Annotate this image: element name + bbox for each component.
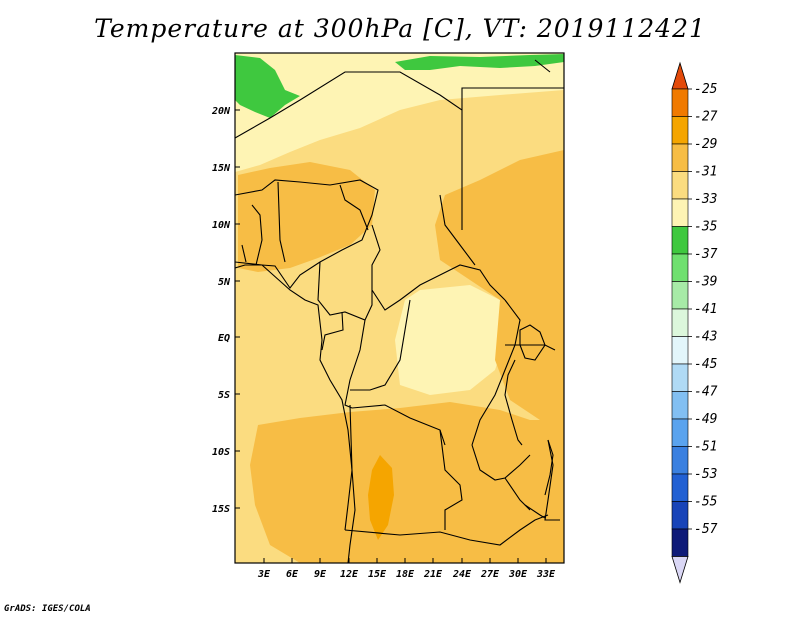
field-orange-west-africa bbox=[238, 162, 375, 272]
colorbar-swatch bbox=[671, 198, 689, 227]
colorbar-swatch bbox=[671, 363, 689, 392]
colorbar-swatch bbox=[671, 253, 689, 282]
colorbar-swatch bbox=[671, 501, 689, 530]
lat-label-eq: EQ bbox=[218, 333, 230, 344]
longitude-axis: 3E 6E 9E 12E 15E 18E 21E 24E 27E 30E 33E bbox=[257, 558, 556, 580]
lon-label-18e: 18E bbox=[396, 569, 415, 580]
colorbar-label: -35 bbox=[694, 220, 718, 235]
colorbar-swatch bbox=[671, 528, 689, 557]
colorbar-swatch bbox=[671, 308, 689, 337]
latitude-axis: 20N 15N 10N 5N EQ 5S 10S 15S bbox=[211, 106, 240, 515]
colorbar-label: -43 bbox=[694, 330, 717, 345]
colorbar-label: -25 bbox=[694, 82, 718, 97]
colorbar-label: -47 bbox=[694, 385, 718, 400]
lat-label-10n: 10N bbox=[212, 220, 231, 231]
colorbar-label: -33 bbox=[694, 192, 717, 207]
colorbar-label: -29 bbox=[694, 137, 717, 152]
colorbar-swatch bbox=[671, 116, 689, 145]
colorbar-label: -53 bbox=[694, 467, 717, 482]
colorbar-label: -39 bbox=[694, 275, 717, 290]
colorbar-label: -55 bbox=[694, 495, 718, 510]
colorbar-swatch bbox=[671, 418, 689, 447]
map-frame bbox=[234, 52, 565, 564]
colorbar-label: -31 bbox=[694, 165, 717, 180]
lon-label-9e: 9E bbox=[314, 569, 327, 580]
country-borders bbox=[235, 59, 564, 563]
lon-label-21e: 21E bbox=[423, 569, 443, 580]
colorbar: -25 -27 -29 -31 -33 -35 -37 -39 -41 -43 -45 -47 -49 -… bbox=[671, 61, 718, 584]
lon-label-3e: 3E bbox=[257, 569, 271, 580]
lon-label-30e: 30E bbox=[508, 569, 528, 580]
grads-credit: GrADS: IGES/COLA bbox=[4, 604, 91, 614]
field-pale-north bbox=[235, 53, 564, 172]
lon-label-6e: 6E bbox=[286, 569, 299, 580]
lat-label-15n: 15N bbox=[212, 163, 231, 174]
field-deep-orange-angola bbox=[368, 455, 394, 540]
lon-label-24e: 24E bbox=[452, 569, 472, 580]
colorbar-swatch bbox=[671, 473, 689, 502]
colorbar-swatch bbox=[671, 171, 689, 200]
colorbar-swatch bbox=[671, 143, 689, 172]
colorbar-top-arrow bbox=[671, 61, 689, 90]
colorbar-label: -27 bbox=[694, 110, 718, 125]
lon-label-33e: 33E bbox=[536, 569, 556, 580]
colorbar-swatch bbox=[671, 336, 689, 365]
colorbar-label: -49 bbox=[694, 412, 717, 427]
colorbar-swatch bbox=[671, 226, 689, 255]
colorbar-label: -37 bbox=[694, 247, 718, 262]
colorbar-swatch bbox=[671, 281, 689, 310]
colorbar-label: -57 bbox=[694, 522, 718, 537]
field-orange-east bbox=[435, 150, 564, 420]
lat-label-5n: 5N bbox=[218, 277, 231, 288]
field-green-northwest bbox=[235, 55, 300, 118]
colorbar-label: -51 bbox=[694, 440, 717, 455]
temperature-field bbox=[235, 53, 564, 563]
lat-label-20n: 20N bbox=[211, 106, 231, 117]
lon-label-27e: 27E bbox=[480, 569, 500, 580]
colorbar-label: -41 bbox=[694, 302, 717, 317]
field-orange-south bbox=[250, 402, 564, 563]
colorbar-swatch bbox=[671, 446, 689, 475]
colorbar-label: -45 bbox=[694, 357, 718, 372]
field-green-northeast bbox=[395, 54, 564, 70]
lat-label-5s: 5S bbox=[218, 390, 230, 401]
field-pale-central bbox=[395, 285, 505, 395]
lon-label-12e: 12E bbox=[340, 569, 359, 580]
map-title: Temperature at 300hPa [C], VT: 201911242… bbox=[94, 14, 706, 43]
lon-label-15e: 15E bbox=[368, 569, 387, 580]
colorbar-swatch bbox=[671, 391, 689, 420]
lat-label-10s: 10S bbox=[212, 447, 230, 458]
colorbar-bottom-arrow bbox=[671, 556, 689, 584]
lat-label-15s: 15S bbox=[212, 504, 230, 515]
colorbar-swatch bbox=[671, 88, 689, 117]
